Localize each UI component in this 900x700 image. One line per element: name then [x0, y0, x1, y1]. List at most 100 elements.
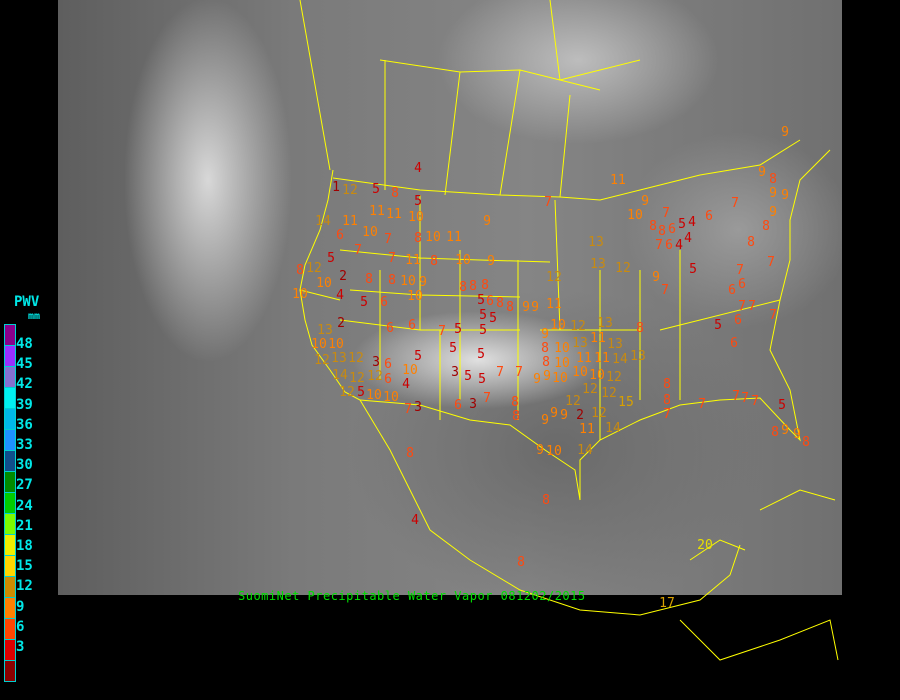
legend-tick: 36: [16, 416, 33, 433]
station-pwv-value: 7: [655, 237, 663, 253]
station-pwv-value: 12: [348, 350, 364, 366]
station-pwv-value: 5: [464, 368, 472, 384]
station-pwv-value: 6: [380, 294, 388, 310]
station-pwv-value: 9: [487, 253, 495, 269]
station-pwv-value: 13: [630, 348, 646, 364]
station-pwv-value: 3: [414, 399, 422, 415]
pwv-legend: PWV mm 48 45 42 39 36 33 30 27 24 21 18 15 12 9 6 3: [4, 294, 60, 682]
station-pwv-value: 9: [781, 422, 789, 438]
station-pwv-value: 5: [449, 340, 457, 356]
station-pwv-value: 5: [479, 322, 487, 338]
station-pwv-value: 7: [662, 205, 670, 221]
station-pwv-value: 12: [339, 384, 355, 400]
station-pwv-value: 10: [383, 389, 399, 405]
station-pwv-value: 20: [697, 537, 713, 553]
station-pwv-value: 8: [541, 340, 549, 356]
station-pwv-value: 5: [478, 371, 486, 387]
legend-tick: 6: [16, 618, 25, 635]
legend-unit: mm: [28, 311, 41, 322]
legend-tick: 3: [16, 639, 25, 655]
station-pwv-value: 10: [400, 273, 416, 289]
station-pwv-value: 6: [734, 312, 742, 328]
station-pwv-value: 9: [758, 164, 766, 180]
legend-tick: 18: [16, 538, 33, 554]
station-pwv-value: 10: [589, 367, 605, 383]
station-pwv-value: 9: [793, 426, 801, 442]
station-pwv-value: 8: [406, 445, 414, 461]
station-pwv-value: 13: [590, 256, 606, 272]
station-pwv-value: 10: [554, 340, 570, 356]
station-pwv-value: 8: [542, 492, 550, 508]
station-pwv-value: 6: [705, 208, 713, 224]
station-pwv-value: 13: [572, 335, 588, 351]
station-pwv-value: 10: [572, 364, 588, 380]
legend-tick: 33: [16, 437, 33, 453]
station-pwv-value: 9: [781, 124, 789, 140]
legend-tick: 48: [16, 336, 33, 352]
station-pwv-value: 6: [408, 317, 416, 333]
station-pwv-value: 9: [536, 442, 544, 458]
station-pwv-value: 7: [388, 250, 396, 266]
station-pwv-value: 6: [384, 356, 392, 372]
station-pwv-value: 7: [738, 298, 746, 314]
station-pwv-value: 10: [627, 207, 643, 223]
station-pwv-value: 12: [546, 269, 562, 285]
map-caption: SuomiNet Precipitable Water Vapor 081202…: [238, 589, 586, 603]
station-pwv-value: 8: [296, 262, 304, 278]
station-pwv-value: 12: [570, 318, 586, 334]
station-pwv-value: 13: [317, 322, 333, 338]
station-pwv-value: 8: [769, 171, 777, 187]
station-pwv-value: 5: [372, 181, 380, 197]
legend-tick: 30: [16, 457, 33, 474]
station-pwv-value: 9: [522, 299, 530, 315]
station-pwv-value: 10: [328, 336, 344, 352]
station-pwv-value: 10: [407, 288, 423, 304]
station-pwv-value: 12: [606, 369, 622, 385]
station-pwv-value: 7: [354, 242, 362, 258]
legend-tick: 24: [16, 497, 33, 514]
station-pwv-value: 4: [414, 160, 422, 176]
station-pwv-value: 2: [337, 315, 345, 331]
station-pwv-value: 8: [747, 234, 755, 250]
station-pwv-value: 9: [541, 326, 549, 342]
station-pwv-value: 7: [748, 298, 756, 314]
station-pwv-value: 6: [454, 397, 462, 413]
station-pwv-value: 5: [414, 348, 422, 364]
station-pwv-value: 10: [311, 336, 327, 352]
station-pwv-value: 6: [336, 227, 344, 243]
station-pwv-value: 10: [425, 229, 441, 245]
legend-tick: 9: [16, 598, 25, 615]
station-pwv-value: 7: [741, 390, 749, 406]
station-pwv-value: 11: [546, 296, 562, 312]
station-pwv-value: 9: [560, 407, 568, 423]
station-pwv-value: 8: [542, 354, 550, 370]
legend-band: [4, 387, 16, 408]
legend-band: [4, 450, 16, 471]
station-pwv-value: 5: [454, 321, 462, 337]
station-pwv-value: 13: [588, 234, 604, 250]
legend-band: [4, 324, 16, 345]
station-pwv-value: 13: [607, 336, 623, 352]
station-pwv-value: 9: [781, 187, 789, 203]
station-pwv-value: 3: [372, 354, 380, 370]
station-pwv-value: 7: [496, 364, 504, 380]
station-pwv-value: 6: [668, 221, 676, 237]
station-pwv-value: 1: [332, 179, 340, 195]
station-pwv-value: 5: [327, 250, 335, 266]
station-pwv-value: 17: [659, 595, 675, 611]
station-pwv-value: 12: [582, 381, 598, 397]
station-pwv-value: 9: [550, 405, 558, 421]
station-pwv-value: 7: [731, 195, 739, 211]
station-pwv-value: 9: [543, 368, 551, 384]
station-pwv-value: 7: [767, 254, 775, 270]
station-pwv-value: 9: [533, 371, 541, 387]
station-pwv-value: 6: [738, 276, 746, 292]
station-pwv-value: 7: [544, 194, 552, 210]
station-pwv-value: 11: [579, 421, 595, 437]
legend-tick: 27: [16, 477, 33, 494]
station-pwv-value: 8: [430, 253, 438, 269]
station-pwv-value: 7: [404, 401, 412, 417]
station-pwv-value: 9: [531, 299, 539, 315]
station-pwv-value: 10: [554, 355, 570, 371]
station-pwv-value: 7: [384, 231, 392, 247]
